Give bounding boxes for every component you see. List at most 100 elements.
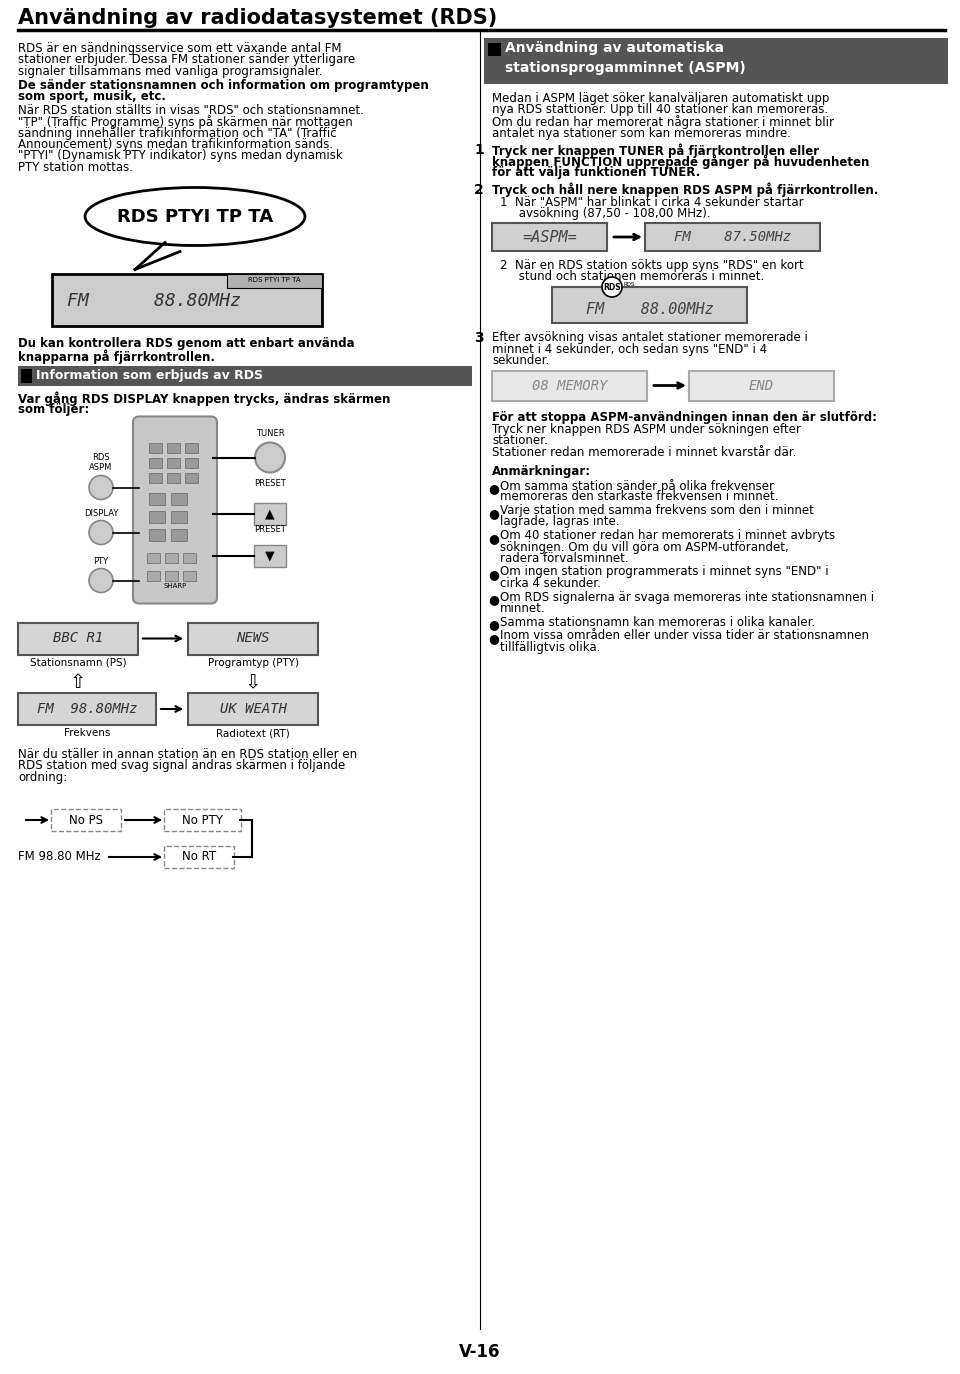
Text: RDS är en sändningsservice som ett växande antal FM: RDS är en sändningsservice som ett växan…: [18, 43, 342, 55]
FancyBboxPatch shape: [147, 552, 160, 562]
Text: Inom vissa områden eller under vissa tider är stationsnamnen: Inom vissa områden eller under vissa tid…: [500, 629, 869, 642]
Text: Tryck ner knappen RDS ASPM under sökningen efter: Tryck ner knappen RDS ASPM under sökning…: [492, 423, 801, 436]
Text: 2  När en RDS station sökts upp syns "RDS" en kort: 2 När en RDS station sökts upp syns "RDS…: [500, 260, 804, 272]
Text: Anmärkningar:: Anmärkningar:: [492, 466, 591, 478]
FancyBboxPatch shape: [171, 511, 187, 522]
Text: stationer erbjuder. Dessa FM stationer sänder ytterligare: stationer erbjuder. Dessa FM stationer s…: [18, 54, 355, 66]
Text: Om samma station sänder på olika frekvenser: Om samma station sänder på olika frekven…: [500, 480, 774, 493]
Circle shape: [89, 475, 113, 500]
Text: signaler tillsammans med vanliga programsignaler.: signaler tillsammans med vanliga program…: [18, 65, 323, 78]
Circle shape: [89, 569, 113, 592]
Text: TUNER: TUNER: [255, 430, 284, 438]
Circle shape: [89, 521, 113, 544]
Text: ●: ●: [489, 569, 499, 581]
Text: minnet.: minnet.: [500, 602, 545, 616]
Text: knappen FUNCTION upprepade gånger på huvudenheten: knappen FUNCTION upprepade gånger på huv…: [492, 154, 870, 169]
FancyBboxPatch shape: [165, 552, 178, 562]
Text: minnet i 4 sekunder, och sedan syns "END" i 4: minnet i 4 sekunder, och sedan syns "END…: [492, 342, 767, 356]
FancyBboxPatch shape: [183, 552, 196, 562]
Text: 3: 3: [474, 331, 484, 345]
Text: stationer.: stationer.: [492, 434, 548, 448]
Text: Om RDS signalerna är svaga memoreras inte stationsnamnen i: Om RDS signalerna är svaga memoreras int…: [500, 591, 875, 603]
Text: No PTY: No PTY: [182, 813, 223, 827]
Text: Samma stationsnamn kan memoreras i olika kanaler.: Samma stationsnamn kan memoreras i olika…: [500, 616, 815, 628]
Text: Information som erbjuds av RDS: Information som erbjuds av RDS: [36, 370, 263, 382]
FancyBboxPatch shape: [488, 43, 501, 56]
FancyBboxPatch shape: [188, 622, 318, 654]
Text: END: END: [749, 378, 774, 393]
Text: SHARP: SHARP: [163, 583, 186, 588]
FancyBboxPatch shape: [171, 529, 187, 540]
FancyBboxPatch shape: [185, 442, 198, 452]
Text: sekunder.: sekunder.: [492, 354, 549, 367]
FancyBboxPatch shape: [149, 473, 162, 482]
Text: DISPLAY: DISPLAY: [84, 508, 118, 518]
Text: FM  98.80MHz: FM 98.80MHz: [36, 702, 137, 716]
Text: memoreras den starkaste frekvensen i minnet.: memoreras den starkaste frekvensen i min…: [500, 491, 779, 503]
Text: ▲: ▲: [265, 507, 275, 519]
Text: NEWS: NEWS: [236, 632, 270, 646]
Text: knapparna på fjärrkontrollen.: knapparna på fjärrkontrollen.: [18, 349, 215, 364]
Text: 08 MEMORY: 08 MEMORY: [532, 378, 607, 393]
Text: sändning innehåller trafikinformation och "TA" (Traffic: sändning innehåller trafikinformation oc…: [18, 126, 337, 140]
FancyBboxPatch shape: [171, 492, 187, 504]
Text: RDS: RDS: [603, 283, 621, 291]
Text: PTY: PTY: [93, 556, 108, 566]
Text: De sänder stationsnamnen och information om programtypen: De sänder stationsnamnen och information…: [18, 78, 429, 92]
Text: PRESET: PRESET: [254, 480, 286, 489]
FancyBboxPatch shape: [149, 511, 165, 522]
Text: No PS: No PS: [69, 813, 103, 827]
FancyBboxPatch shape: [167, 473, 180, 482]
Text: FM    87.50MHz: FM 87.50MHz: [674, 229, 791, 245]
FancyBboxPatch shape: [149, 458, 162, 467]
FancyBboxPatch shape: [164, 846, 234, 868]
FancyBboxPatch shape: [492, 371, 647, 400]
Text: RDS: RDS: [623, 282, 635, 287]
Text: ●: ●: [489, 594, 499, 606]
FancyBboxPatch shape: [185, 458, 198, 467]
Text: ●: ●: [489, 632, 499, 644]
Text: Tryck och håll nere knappen RDS ASPM på fjärrkontrollen.: Tryck och håll nere knappen RDS ASPM på …: [492, 183, 878, 196]
FancyBboxPatch shape: [185, 473, 198, 482]
FancyBboxPatch shape: [18, 365, 472, 386]
Text: cirka 4 sekunder.: cirka 4 sekunder.: [500, 577, 601, 589]
Text: Om 40 stationer redan har memorerats i minnet avbryts: Om 40 stationer redan har memorerats i m…: [500, 529, 835, 541]
FancyBboxPatch shape: [183, 570, 196, 580]
Text: FM      88.80MHz: FM 88.80MHz: [67, 293, 241, 311]
Text: antalet nya stationer som kan memoreras mindre.: antalet nya stationer som kan memoreras …: [492, 126, 791, 140]
FancyBboxPatch shape: [492, 223, 607, 251]
FancyBboxPatch shape: [254, 544, 286, 566]
Text: =ASPM=: =ASPM=: [522, 229, 577, 245]
Text: När du ställer in annan station än en RDS station eller en: När du ställer in annan station än en RD…: [18, 747, 357, 760]
Text: nya RDS stattioner. Upp till 40 stationer kan memoreras.: nya RDS stattioner. Upp till 40 statione…: [492, 103, 828, 117]
Text: avsökning (87,50 - 108,00 MHz).: avsökning (87,50 - 108,00 MHz).: [500, 207, 710, 220]
Text: ▼: ▼: [265, 550, 275, 562]
Text: V-16: V-16: [459, 1342, 501, 1362]
FancyBboxPatch shape: [52, 273, 322, 326]
Text: ⇧: ⇧: [70, 673, 86, 692]
Text: radera förvalsminnet.: radera förvalsminnet.: [500, 552, 629, 565]
FancyBboxPatch shape: [149, 529, 165, 540]
Text: Användning av automatiska: Användning av automatiska: [505, 41, 724, 55]
FancyBboxPatch shape: [254, 503, 286, 525]
Text: lagrade, lagras inte.: lagrade, lagras inte.: [500, 515, 619, 529]
FancyBboxPatch shape: [227, 273, 322, 287]
Text: För att stoppa ASPM-användningen innan den är slutförd:: För att stoppa ASPM-användningen innan d…: [492, 411, 877, 423]
Text: "TP" (Traffic Programme) syns på skärmen när mottagen: "TP" (Traffic Programme) syns på skärmen…: [18, 115, 352, 129]
FancyBboxPatch shape: [147, 570, 160, 580]
Text: PTY station mottas.: PTY station mottas.: [18, 161, 133, 174]
Text: RDS PTYI TP TA: RDS PTYI TP TA: [117, 207, 273, 225]
Text: 1: 1: [474, 143, 484, 157]
Text: Programtyp (PTY): Programtyp (PTY): [207, 658, 299, 668]
Text: stationsprogamminnet (ASPM): stationsprogamminnet (ASPM): [505, 60, 746, 76]
Text: tillfälligtvis olika.: tillfälligtvis olika.: [500, 640, 600, 654]
Text: som följer:: som följer:: [18, 403, 89, 416]
FancyBboxPatch shape: [149, 492, 165, 504]
Text: ●: ●: [489, 618, 499, 632]
Text: Efter avsökning visas antalet stationer memorerade i: Efter avsökning visas antalet stationer …: [492, 331, 808, 344]
Text: Tryck ner knappen TUNER på fjärrkontrollen eller: Tryck ner knappen TUNER på fjärrkontroll…: [492, 143, 819, 158]
Text: Varje station med samma frekvens som den i minnet: Varje station med samma frekvens som den…: [500, 504, 814, 517]
Text: När RDS station ställts in visas "RDS" och stationsnamnet.: När RDS station ställts in visas "RDS" o…: [18, 103, 364, 117]
FancyBboxPatch shape: [689, 371, 834, 400]
Text: Var gång RDS DISPLAY knappen trycks, ändras skärmen: Var gång RDS DISPLAY knappen trycks, änd…: [18, 392, 391, 407]
